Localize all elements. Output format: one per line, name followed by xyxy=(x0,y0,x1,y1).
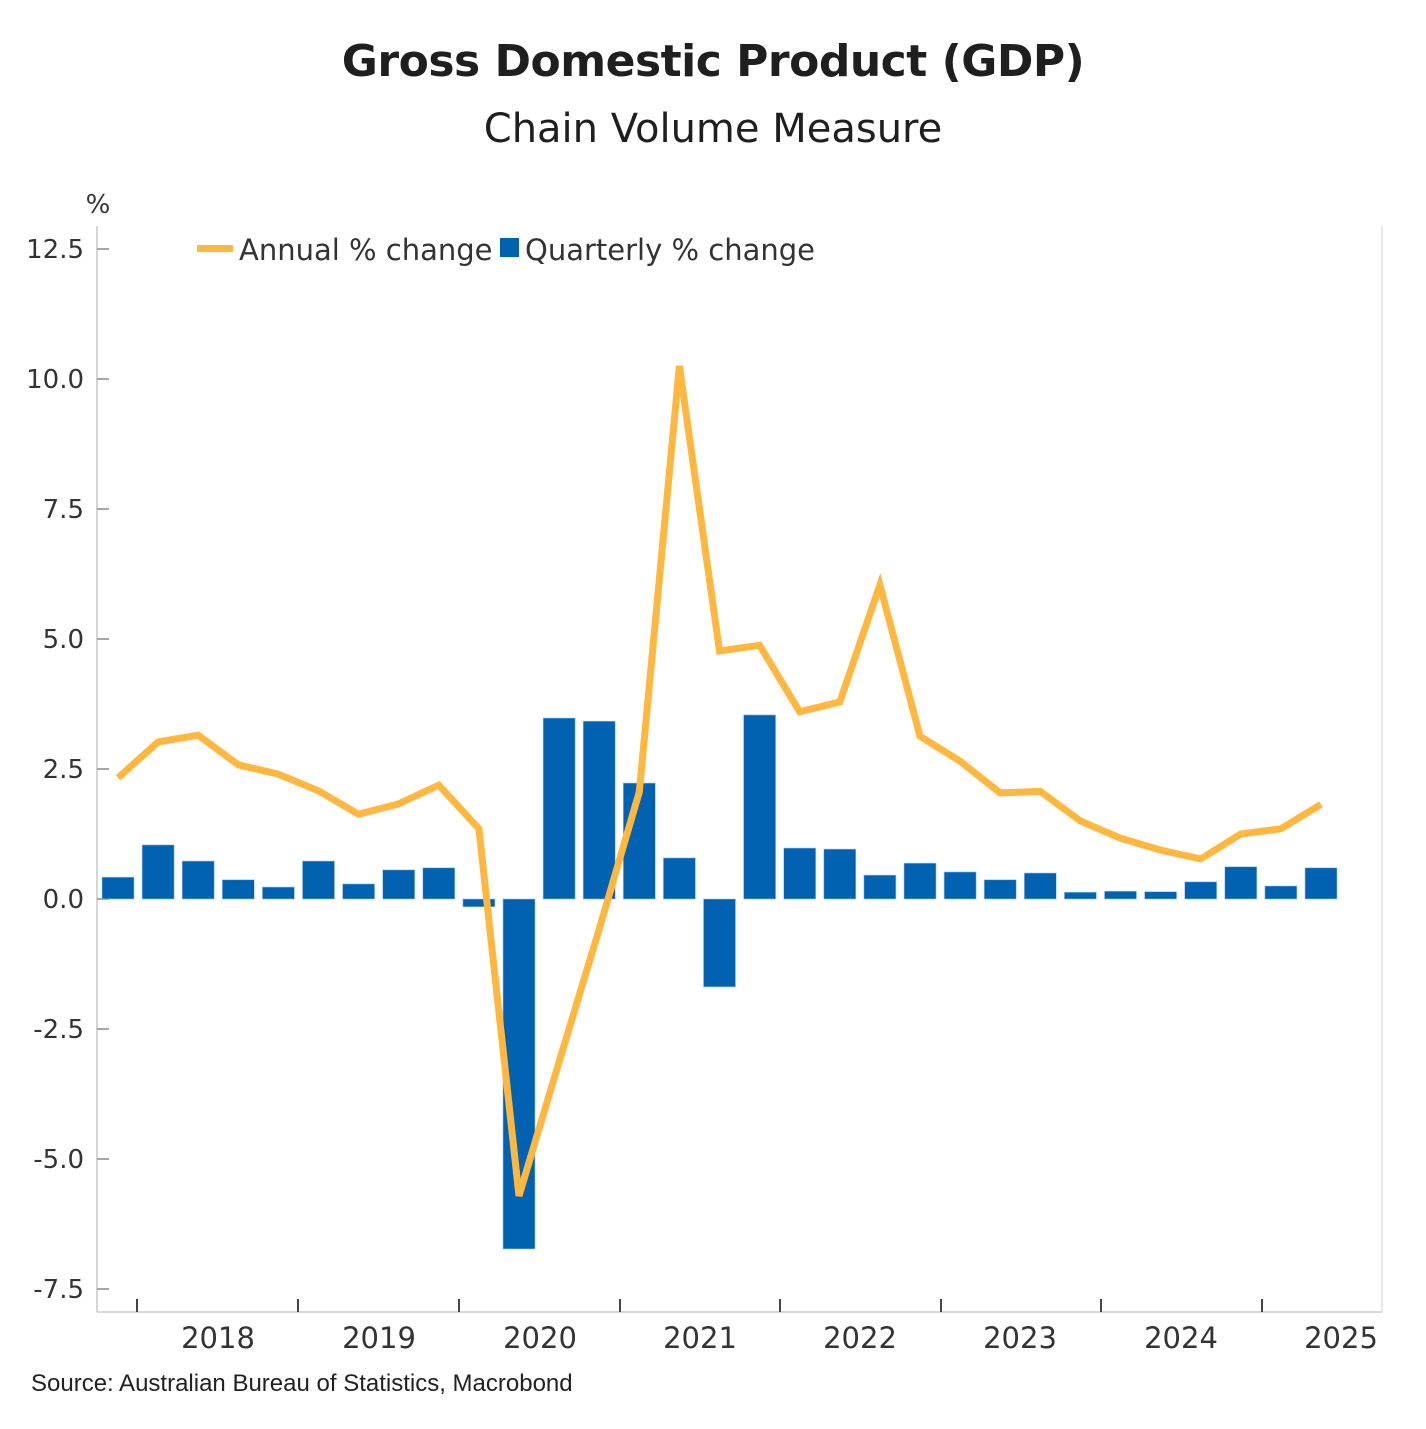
bar xyxy=(783,847,817,900)
bar xyxy=(222,879,255,900)
bar xyxy=(382,869,416,900)
bar xyxy=(1144,891,1177,900)
bar xyxy=(743,714,776,900)
legend-swatch-annual xyxy=(197,245,233,252)
bar xyxy=(1184,881,1217,900)
line-series-annual xyxy=(115,365,1323,1197)
y-tick-label: 2.5 xyxy=(43,755,84,785)
annual-change-line xyxy=(115,365,1323,1197)
bar xyxy=(903,862,937,900)
bar xyxy=(582,720,616,900)
bar xyxy=(863,874,897,900)
chart-subtitle: Chain Volume Measure xyxy=(483,106,943,152)
chart-title: Gross Domestic Product (GDP) xyxy=(341,36,1085,87)
x-tick-label: 2022 xyxy=(823,1321,897,1355)
legend: Annual % change Quarterly % change xyxy=(197,233,815,267)
bar xyxy=(141,844,175,900)
bar xyxy=(302,860,335,900)
bar xyxy=(1224,866,1258,900)
y-tick-label: 0.0 xyxy=(43,885,84,915)
bar xyxy=(1304,867,1338,900)
bar xyxy=(262,886,295,900)
y-tick-label: 7.5 xyxy=(43,495,84,525)
y-axis-unit-label: % xyxy=(86,190,111,220)
x-tick-label: 2024 xyxy=(1144,1321,1218,1355)
x-tick-label: 2019 xyxy=(342,1321,416,1355)
bar xyxy=(422,867,456,900)
source-note: Source: Australian Bureau of Statistics,… xyxy=(31,1370,573,1397)
x-tick-label: 2018 xyxy=(181,1321,255,1355)
bar xyxy=(1264,885,1298,900)
x-tick-label: 2025 xyxy=(1304,1321,1378,1355)
legend-label-annual: Annual % change xyxy=(239,233,493,267)
legend-swatch-quarterly xyxy=(500,238,519,257)
bar xyxy=(703,898,736,988)
bar xyxy=(663,857,696,900)
bar xyxy=(542,717,576,900)
bar xyxy=(983,879,1017,900)
x-tick-label: 2021 xyxy=(663,1321,737,1355)
x-tick-label: 2020 xyxy=(503,1321,577,1355)
bar xyxy=(101,876,135,900)
bar xyxy=(462,898,496,908)
bar-series-quarterly xyxy=(101,714,1338,1250)
y-tick-label: -5.0 xyxy=(33,1145,84,1175)
legend-label-quarterly: Quarterly % change xyxy=(525,233,815,267)
y-tick-label: -2.5 xyxy=(33,1015,84,1045)
y-tick-label: 12.5 xyxy=(26,235,84,265)
bar xyxy=(823,848,857,900)
bar xyxy=(1024,872,1057,900)
bar xyxy=(181,860,215,900)
y-tick-label: -7.5 xyxy=(33,1275,84,1305)
y-tick-label: 10.0 xyxy=(26,365,84,395)
y-tick-label: 5.0 xyxy=(43,625,84,655)
bar xyxy=(1104,890,1137,900)
bar xyxy=(1064,891,1097,900)
bar xyxy=(342,883,375,900)
axes: -7.5 -5.0 -2.5 0.0 2.5 5.0 7.5 10.0 12.5 2018 2019… xyxy=(26,226,1383,1355)
x-tick-label: 2023 xyxy=(983,1321,1057,1355)
bar xyxy=(943,871,977,900)
